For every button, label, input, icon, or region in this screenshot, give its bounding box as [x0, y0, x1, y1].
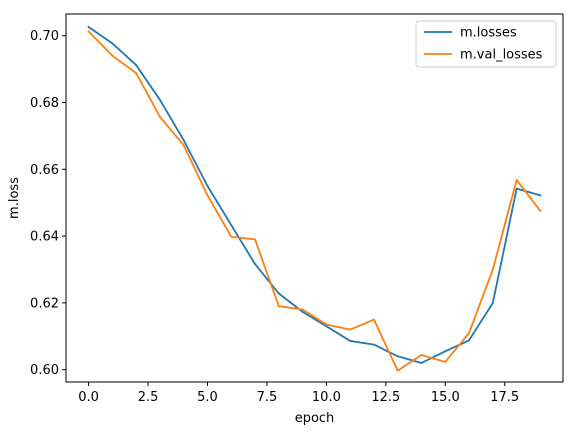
y-axis-label: m.loss: [7, 177, 22, 219]
data-point: [301, 310, 304, 313]
plot-frame: [65, 13, 564, 383]
data-point: [230, 235, 233, 238]
y-tick-label: 0.62: [30, 296, 59, 311]
data-point: [539, 194, 542, 197]
data-point: [325, 325, 328, 328]
x-tick-label: 12.5: [371, 390, 400, 405]
x-tick-label: 10.0: [312, 390, 341, 405]
data-point: [182, 139, 185, 142]
y-tick-label: 0.64: [30, 230, 59, 245]
data-point: [539, 210, 542, 212]
data-point: [135, 72, 138, 75]
x-tick-label: 0.0: [78, 390, 99, 405]
data-point: [420, 362, 423, 364]
data-point: [396, 369, 399, 372]
data-point: [301, 308, 304, 311]
series-line-m-val-losses: [87, 30, 542, 372]
legend: m.losses m.val_losses: [415, 20, 557, 68]
data-point: [111, 42, 114, 45]
data-point: [444, 361, 447, 363]
y-tick-label: 0.66: [30, 163, 59, 178]
data-point: [159, 98, 161, 101]
data-point: [491, 301, 494, 304]
data-point: [396, 355, 399, 358]
data-point: [468, 339, 470, 342]
data-point: [349, 328, 352, 331]
series-line-m-losses: [87, 25, 542, 364]
data-point: [230, 224, 233, 226]
y-tick-label: 0.68: [30, 96, 59, 111]
data-point: [111, 54, 114, 57]
data-point: [373, 343, 375, 346]
data-point: [206, 194, 209, 197]
x-tick-label: 17.5: [490, 390, 519, 405]
y-axis: 0.60 0.62 0.64 0.66 0.68 0.70: [30, 29, 66, 378]
y-tick-label: 0.70: [30, 29, 59, 44]
data-point: [277, 305, 280, 308]
x-tick-label: 2.5: [138, 390, 159, 405]
x-axis: 0.0 2.5 5.0 7.5 10.0 12.5 15.0 17.5: [78, 382, 519, 405]
data-point: [349, 340, 352, 342]
y-tick-label: 0.60: [30, 363, 59, 378]
data-point: [159, 115, 161, 118]
x-tick-label: 15.0: [431, 390, 460, 405]
legend-label-m-val-losses: m.val_losses: [460, 48, 543, 63]
data-point: [87, 26, 90, 28]
data-point: [135, 64, 138, 66]
data-point: [515, 179, 518, 181]
data-point: [277, 292, 280, 295]
plot-background: [66, 14, 563, 382]
data-point: [468, 332, 470, 334]
data-point: [325, 323, 328, 326]
data-point: [491, 268, 494, 271]
data-point: [254, 263, 256, 266]
data-point: [373, 318, 375, 321]
data-point: [515, 187, 518, 190]
x-axis-label: epoch: [295, 411, 335, 426]
series-lines: [87, 25, 542, 372]
x-tick-label: 5.0: [197, 390, 218, 405]
data-point: [182, 144, 185, 147]
data-point: [206, 185, 209, 187]
data-points: [87, 26, 542, 372]
data-point: [254, 238, 256, 241]
x-tick-label: 7.5: [257, 390, 278, 405]
data-point: [444, 350, 447, 353]
data-point: [420, 354, 423, 356]
legend-label-m-losses: m.losses: [460, 26, 517, 41]
data-point: [87, 30, 90, 33]
